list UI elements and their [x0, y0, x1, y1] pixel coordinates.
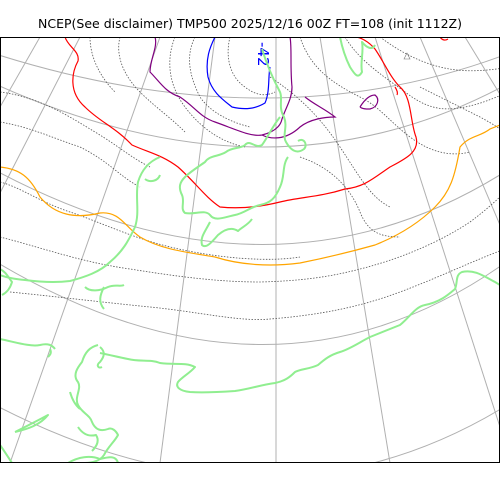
- latitude-line: [0, 85, 500, 148]
- isotherm: [89, 37, 116, 93]
- coastline: [96, 346, 105, 369]
- latitude-line: [0, 406, 500, 463]
- coastline: [77, 426, 99, 452]
- isotherm: [379, 37, 500, 72]
- longitude-line: [159, 37, 216, 463]
- latitude-line: [0, 54, 500, 99]
- coastline: [14, 414, 49, 433]
- longitude-line: [374, 37, 500, 428]
- coastline: [47, 348, 52, 358]
- coastline: [99, 286, 105, 310]
- chart-title: NCEP(See disclaimer) TMP500 2025/12/16 0…: [38, 16, 462, 31]
- coastline: [74, 344, 119, 463]
- longitude-line: [464, 37, 500, 96]
- latitude-line: [0, 172, 500, 245]
- isotherm-red: [394, 86, 398, 96]
- coastline: [339, 37, 376, 77]
- graticule: [0, 37, 500, 463]
- coastline: [200, 218, 253, 248]
- coastline: [99, 270, 500, 394]
- isotherm: [299, 156, 401, 238]
- coastline: [0, 444, 13, 463]
- isotherm: [118, 37, 186, 133]
- coastline: [0, 338, 56, 350]
- coastline: [144, 174, 161, 183]
- isotherm: [344, 37, 500, 110]
- isotherm: [299, 37, 471, 155]
- coastline: [178, 116, 289, 220]
- isotherm: [0, 91, 151, 168]
- isotherm: [227, 37, 276, 96]
- coastline: [0, 156, 161, 284]
- isotherm-red: [64, 37, 418, 209]
- coastline: [69, 391, 81, 410]
- longitude-line: [0, 37, 81, 195]
- isotherm: [0, 121, 141, 188]
- triangle-marker-icon: [403, 52, 411, 60]
- isotherm-orange: [0, 124, 500, 266]
- isotherm-blue: [206, 37, 271, 110]
- longitude-line: [9, 37, 161, 463]
- isotherms-dotted: [0, 37, 500, 320]
- coastline: [0, 268, 13, 296]
- coastline: [84, 284, 125, 292]
- isotherm-purple: [359, 94, 379, 110]
- isotherm: [0, 196, 500, 283]
- weather-map: -42: [0, 37, 500, 463]
- isotherm-purple: [261, 96, 337, 139]
- isotherm: [419, 86, 500, 130]
- isotherm: [189, 37, 251, 128]
- isotherm: [0, 181, 301, 260]
- isotherm: [9, 250, 500, 320]
- coastline: [67, 455, 119, 463]
- isotherm-purple: [149, 37, 293, 136]
- latitude-line: [0, 263, 500, 345]
- map-frame: [0, 37, 500, 463]
- isotherm: [269, 76, 391, 208]
- longitude-line: [0, 37, 41, 109]
- coastline: [261, 48, 307, 153]
- coastlines: [0, 37, 500, 463]
- longitude-line: [419, 37, 500, 227]
